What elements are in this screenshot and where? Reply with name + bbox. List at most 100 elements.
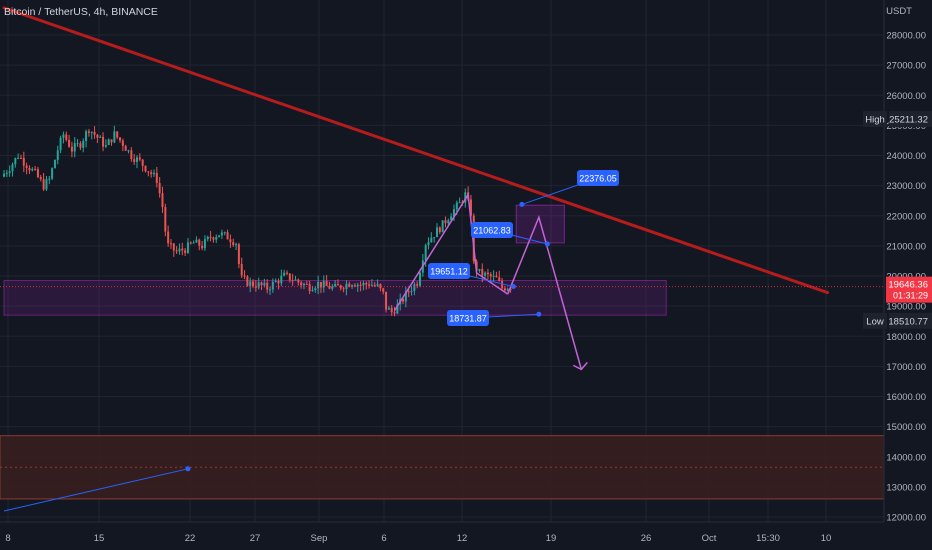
candle-body	[452, 209, 455, 217]
candle-body	[48, 178, 51, 180]
candle-body	[481, 268, 484, 276]
candle-body	[130, 150, 133, 160]
candle-body	[195, 239, 198, 243]
candle-body	[498, 277, 501, 281]
candles	[3, 125, 512, 317]
price-note-box[interactable]	[447, 310, 489, 326]
projection-line[interactable]	[507, 214, 583, 370]
blue-trend-anchor[interactable]	[185, 466, 191, 472]
candle-body	[252, 281, 255, 287]
candle-body	[472, 215, 475, 262]
candle-body	[85, 131, 88, 142]
time-tick-label: 15:30	[756, 533, 780, 544]
candle-body	[5, 172, 8, 174]
candle-body	[450, 216, 453, 221]
price-tick-label: 22000.00	[886, 211, 926, 222]
candle-body	[144, 165, 147, 172]
candle-body	[82, 141, 85, 148]
candle-body	[206, 236, 209, 240]
candle-body	[387, 307, 390, 310]
price-note-anchor[interactable]	[544, 241, 550, 247]
candle-body	[127, 150, 130, 152]
candle-body	[232, 242, 235, 246]
candle-body	[14, 158, 17, 165]
candle-body	[373, 284, 376, 286]
candle-body	[133, 159, 136, 162]
blue-trend-line[interactable]	[3, 468, 189, 512]
price-note-label[interactable]: 21062.83	[473, 226, 511, 236]
candle-body	[150, 172, 153, 175]
candle-body	[155, 172, 158, 184]
candle-body	[141, 159, 144, 166]
candle-body	[65, 134, 68, 140]
candle-body	[201, 245, 204, 249]
candle-body	[370, 284, 373, 286]
candle-body	[407, 291, 410, 293]
candle-body	[438, 227, 441, 233]
price-tick-label: 16000.00	[886, 392, 926, 403]
candle-body	[319, 281, 322, 288]
candle-body	[243, 275, 246, 277]
candle-body	[79, 143, 82, 148]
candle-body	[76, 143, 79, 145]
symbol-title[interactable]: Bitcoin / TetherUS, 4h, BINANCE	[4, 6, 158, 18]
price-note-box[interactable]	[471, 222, 513, 238]
price-note-anchor[interactable]	[519, 201, 525, 207]
price-note-anchor[interactable]	[536, 311, 542, 317]
candle-body	[325, 281, 328, 286]
candle-body	[68, 139, 71, 147]
candle-body	[506, 288, 509, 291]
candle-body	[212, 237, 215, 240]
candle-body	[444, 220, 447, 224]
candle-body	[113, 131, 116, 143]
candle-body	[8, 171, 11, 173]
candle-body	[336, 283, 339, 286]
low-tag-value-box	[889, 312, 932, 329]
candle-body	[297, 279, 300, 283]
projection-arrow-head[interactable]	[572, 361, 588, 371]
candle-body	[53, 159, 56, 169]
candle-body	[116, 131, 119, 138]
candle-body	[138, 157, 141, 160]
price-note-label[interactable]: 18731.87	[449, 314, 487, 324]
annotation-labels[interactable]: 22376.05 21062.83 19651.12 18731.87	[428, 170, 619, 326]
time-tick-label: 6	[381, 533, 386, 544]
candle-body	[121, 140, 124, 146]
price-tick-label: 15000.00	[886, 422, 926, 433]
time-tick-label: Sep	[311, 533, 328, 544]
price-tick-label: 23000.00	[886, 181, 926, 192]
candle-body	[376, 284, 379, 286]
candle-body	[393, 312, 396, 314]
resistance-trendline[interactable]	[2, 6, 830, 295]
candle-body	[62, 134, 65, 138]
time-tick-label: 26	[641, 533, 652, 544]
candle-body	[424, 245, 427, 261]
candle-body	[119, 137, 122, 141]
candle-body	[385, 291, 388, 310]
candle-body	[73, 143, 76, 152]
candle-body	[257, 282, 260, 288]
price-note-box[interactable]	[577, 170, 619, 186]
candle-body	[260, 282, 263, 286]
last-price-countdown: 01:31:29	[893, 291, 928, 301]
price-note-label[interactable]: 22376.05	[579, 174, 617, 184]
candle-body	[495, 275, 498, 278]
candle-body	[271, 281, 274, 290]
candle-body	[356, 284, 359, 287]
candle-body	[294, 279, 297, 281]
drawings[interactable]	[2, 6, 830, 512]
candle-body	[427, 242, 430, 246]
candle-body	[305, 283, 308, 285]
candle-body	[51, 168, 54, 179]
price-note-box[interactable]	[428, 263, 470, 279]
candle-body	[186, 242, 189, 253]
candle-body	[192, 242, 195, 244]
candle-body	[235, 244, 238, 246]
price-note-label[interactable]: 19651.12	[430, 267, 468, 277]
candle-body	[39, 177, 42, 180]
candle-body	[345, 283, 348, 290]
candle-body	[107, 139, 110, 146]
candle-body	[435, 227, 438, 238]
